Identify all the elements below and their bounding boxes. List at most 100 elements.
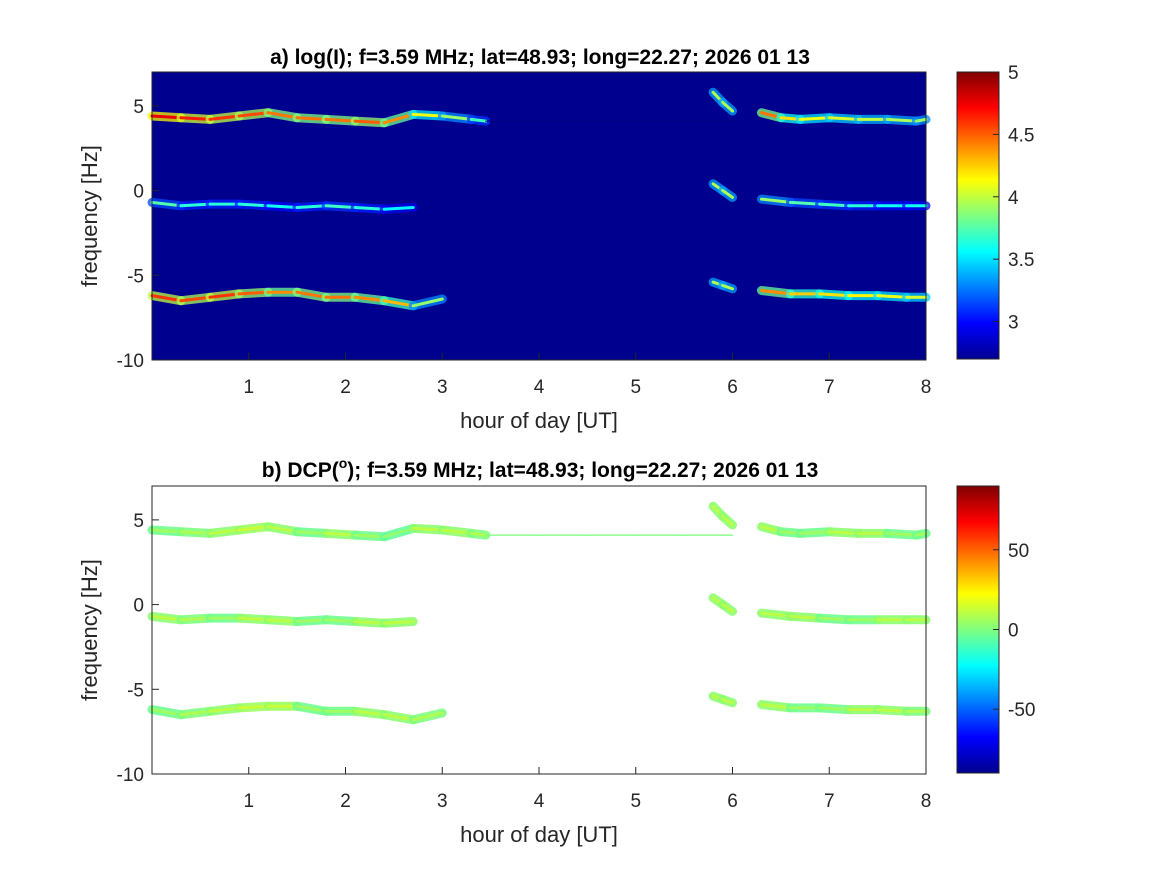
panel-a-title: a) log(I); f=3.59 MHz; lat=48.93; long=2… — [270, 46, 810, 69]
series-6-core-segment — [876, 294, 909, 299]
series-5-core-segment — [237, 704, 270, 710]
series-2-core-segment — [885, 531, 918, 537]
y-tick-label: -10 — [117, 351, 144, 372]
series-3-core-segment — [353, 620, 386, 625]
colorbar-tick-label: 0 — [1008, 621, 1019, 642]
panel-b-title-part-2: ); f=3.59 MHz; lat=48.93; long=22.27; 20… — [347, 459, 818, 482]
series-3-core-segment — [237, 616, 270, 622]
x-tick-label: 1 — [243, 791, 254, 812]
panel-b-colorbar: 50 0 -50 — [956, 485, 1035, 774]
series-3-core-segment — [353, 206, 386, 211]
y-tick-label: 0 — [133, 596, 144, 617]
series-5-core-segment — [411, 297, 444, 308]
panel-a-colorbar: 5 4.5 4 3.5 3 — [956, 63, 1034, 360]
series-6-core-segment — [876, 708, 909, 713]
series-5-core-segment — [179, 295, 212, 303]
series-5-core-segment — [150, 294, 183, 303]
x-tick-label: 7 — [824, 791, 835, 812]
series-0-core-segment — [150, 114, 183, 120]
series-3-core-segment — [237, 202, 270, 208]
series-0-core-segment — [237, 111, 270, 118]
panel-b-y-label: frequency [Hz] — [77, 559, 102, 701]
series-0-core-segment — [411, 112, 444, 118]
series-3-core-segment — [295, 618, 328, 623]
series-5-core-segment — [179, 709, 212, 717]
series-3-core-segment — [324, 204, 357, 209]
panel-b-title-part-1: b) DCP( — [262, 459, 339, 482]
series-5-core-segment — [208, 292, 241, 299]
series-9-core-segment — [721, 284, 734, 291]
series-2-core-segment — [798, 116, 831, 121]
panel-a: a) log(I); f=3.59 MHz; lat=48.93; long=2… — [77, 46, 1034, 433]
series-0-core-segment — [179, 116, 212, 121]
x-tick-label: 6 — [727, 791, 738, 812]
series-0-core-segment — [382, 526, 415, 539]
series-2-core-segment — [914, 117, 928, 123]
series-5-core-segment — [382, 299, 415, 308]
series-0-core-segment — [324, 117, 357, 123]
series-4-core-segment — [760, 611, 792, 618]
series-3-core-segment — [382, 206, 415, 211]
series-2-core-segment — [827, 116, 860, 121]
panel-a-colorbar-ticks: 5 4.5 4 3.5 3 — [993, 63, 1034, 334]
panel-b-colorbar-gradient — [956, 485, 1000, 774]
series-3-core-segment — [150, 200, 183, 208]
series-0-core-segment — [469, 531, 488, 537]
series-0-core-segment — [382, 112, 415, 125]
x-tick-label: 5 — [630, 791, 641, 812]
series-0-core-segment — [237, 525, 270, 532]
x-tick-label: 4 — [534, 377, 545, 398]
series-5-core-segment — [382, 713, 415, 722]
panel-b-colorbar-ticks: 50 0 -50 — [993, 541, 1035, 721]
series-3-core-segment — [179, 202, 212, 208]
series-4-core-segment — [789, 614, 822, 620]
series-0-core-segment — [179, 530, 212, 535]
series-5-core-segment — [208, 706, 241, 713]
series-2-core-segment — [885, 117, 918, 123]
panel-b-y-ticks: 5 0 -5 -10 — [117, 511, 159, 786]
panel-a-y-ticks: 5 0 -5 -10 — [117, 97, 159, 372]
series-6-core-segment — [760, 703, 792, 710]
series-0-core-segment — [411, 526, 444, 532]
series-7-core-segment — [721, 515, 734, 527]
series-4-core-segment — [818, 616, 851, 622]
series-4-core-segment — [818, 202, 851, 208]
series-0-core-segment — [150, 528, 183, 534]
series-3-core-segment — [382, 620, 415, 625]
series-5-core-segment — [411, 711, 444, 722]
colorbar-tick-label: 4.5 — [1008, 125, 1034, 146]
y-tick-label: 0 — [133, 182, 144, 203]
series-0-core-segment — [353, 533, 386, 539]
series-0-core-segment — [208, 528, 241, 535]
x-tick-label: 3 — [437, 791, 448, 812]
series-0-core-segment — [208, 114, 241, 121]
series-6-core-segment — [760, 289, 792, 296]
series-2-core-segment — [798, 530, 831, 535]
panel-b-marks — [147, 501, 931, 725]
colorbar-tick-label: 5 — [1008, 63, 1019, 84]
series-0-core-segment — [440, 528, 473, 535]
panel-b: b) DCP(o); f=3.59 MHz; lat=48.93; long=2… — [77, 455, 1035, 847]
series-5-core-segment — [353, 295, 386, 303]
y-tick-label: -10 — [117, 765, 144, 786]
panel-a-x-label: hour of day [UT] — [460, 408, 618, 433]
panel-b-title-superscript: o — [339, 455, 348, 471]
x-tick-label: 2 — [340, 377, 351, 398]
panel-b-x-ticks: 1 2 3 4 5 6 7 8 — [243, 767, 931, 812]
panel-a-colorbar-gradient — [956, 71, 1000, 360]
series-0-core-segment — [353, 119, 386, 125]
series-3-core-segment — [324, 618, 357, 623]
y-tick-label: -5 — [127, 680, 144, 701]
series-5-core-segment — [295, 704, 328, 713]
y-tick-label: 5 — [133, 511, 144, 532]
series-5-core-segment — [237, 290, 270, 296]
series-5-core-segment — [150, 708, 183, 717]
x-tick-label: 4 — [534, 791, 545, 812]
series-6-core-segment — [818, 292, 851, 298]
x-tick-label: 3 — [437, 377, 448, 398]
panel-b-title: b) DCP(o); f=3.59 MHz; lat=48.93; long=2… — [262, 455, 819, 482]
series-0-core-segment — [266, 525, 299, 534]
series-0-core-segment — [440, 114, 473, 121]
series-5-core-segment — [353, 709, 386, 717]
